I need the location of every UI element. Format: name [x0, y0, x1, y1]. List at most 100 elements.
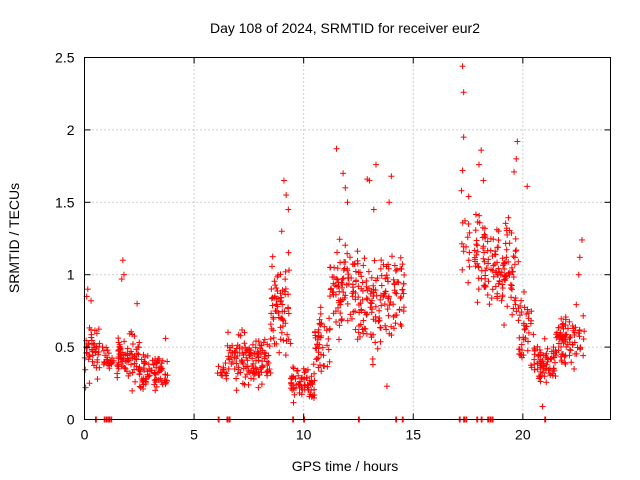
data-point: [510, 305, 517, 312]
data-point: [495, 244, 502, 251]
data-point: [325, 346, 332, 353]
data-point: [116, 351, 123, 358]
data-point: [502, 259, 509, 266]
data-point: [298, 391, 305, 398]
data-point: [475, 264, 482, 271]
data-point: [287, 340, 294, 347]
data-point: [252, 344, 259, 351]
data-point: [323, 327, 330, 334]
data-point: [358, 306, 365, 313]
data-point: [115, 347, 122, 354]
data-point: [475, 275, 482, 282]
data-point: [391, 262, 398, 269]
data-point: [313, 355, 320, 362]
data-point: [153, 360, 160, 367]
data-point: [334, 276, 341, 283]
data-point: [285, 249, 292, 256]
data-point: [346, 254, 353, 261]
data-point: [364, 311, 371, 318]
data-point: [474, 242, 481, 249]
data-point: [88, 334, 95, 341]
data-point: [478, 147, 485, 154]
data-point: [289, 382, 296, 389]
data-point: [258, 381, 265, 388]
data-point: [262, 350, 269, 357]
data-point: [358, 273, 365, 280]
data-point: [131, 352, 138, 359]
data-point: [561, 353, 568, 360]
data-point: [260, 339, 267, 346]
data-point: [355, 269, 362, 276]
data-point: [356, 322, 363, 329]
data-point: [283, 192, 290, 199]
data-point: [362, 325, 369, 332]
data-point: [336, 322, 343, 329]
data-point: [267, 335, 274, 342]
data-point: [498, 297, 505, 304]
data-point: [460, 134, 467, 141]
data-point: [314, 341, 321, 348]
data-point: [337, 301, 344, 308]
data-point: [88, 337, 95, 344]
data-point: [298, 375, 305, 382]
data-point: [289, 374, 296, 381]
data-point: [311, 328, 318, 335]
data-point: [382, 322, 389, 329]
data-point: [476, 212, 483, 219]
data-point: [257, 351, 264, 358]
grid-layer: [84, 57, 611, 420]
data-point: [580, 352, 587, 359]
data-point: [518, 354, 525, 361]
data-point: [495, 228, 502, 235]
data-point: [86, 353, 93, 360]
y-tick-label: 1.5: [55, 194, 75, 210]
data-point: [513, 155, 520, 162]
data-point: [385, 294, 392, 301]
data-point: [94, 359, 101, 366]
data-point: [225, 329, 232, 336]
data-point: [491, 261, 498, 268]
data-point: [290, 373, 297, 380]
data-point: [128, 351, 135, 358]
data-point: [340, 170, 347, 177]
data-point: [220, 366, 227, 373]
data-point: [516, 312, 523, 319]
data-point: [162, 335, 169, 342]
data-point: [558, 332, 565, 339]
data-point: [536, 352, 543, 359]
data-point: [380, 261, 387, 268]
data-point: [352, 326, 359, 333]
data-point: [115, 365, 122, 372]
data-point: [290, 365, 297, 372]
data-point: [370, 206, 377, 213]
data-point: [338, 279, 345, 286]
data-point: [273, 308, 280, 315]
data-point: [285, 206, 292, 213]
data-point: [94, 376, 101, 383]
data-point: [378, 282, 385, 289]
data-point: [531, 366, 538, 373]
data-point: [131, 333, 138, 340]
data-point: [482, 272, 489, 279]
y-tick-label: 1: [67, 267, 75, 283]
data-point: [310, 361, 317, 368]
data-point: [503, 246, 510, 253]
data-point: [370, 316, 377, 323]
data-point: [319, 344, 326, 351]
data-point: [249, 355, 256, 362]
data-point: [536, 346, 543, 353]
data-point: [562, 336, 569, 343]
data-point: [253, 338, 260, 345]
data-point: [543, 379, 550, 386]
data-point: [476, 219, 483, 226]
data-point: [518, 309, 525, 316]
data-point: [480, 282, 487, 289]
plot-frame: [84, 57, 611, 420]
data-point: [105, 350, 112, 357]
data-point: [376, 307, 383, 314]
data-point: [558, 343, 565, 350]
data-point: [501, 322, 508, 329]
data-point: [342, 259, 349, 266]
data-point: [372, 303, 379, 310]
data-point: [238, 358, 245, 365]
